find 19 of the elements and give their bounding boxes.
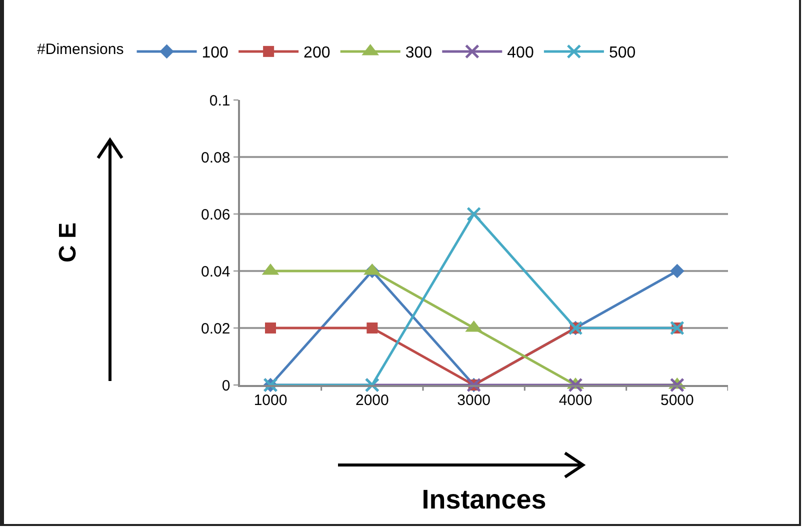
legend-label: 200 bbox=[304, 44, 330, 62]
legend-label: 300 bbox=[405, 44, 432, 62]
x-tick-label: 3000 bbox=[457, 392, 491, 409]
y-tick-label: 0.04 bbox=[201, 263, 230, 280]
x-axis-title: Instances bbox=[422, 484, 546, 515]
y-tick-label: 0.02 bbox=[201, 320, 230, 338]
legend-label: 100 bbox=[202, 44, 229, 62]
x-tick-label: 2000 bbox=[355, 392, 389, 409]
y-axis-title: C E bbox=[54, 222, 82, 263]
y-tick-label: 0 bbox=[222, 377, 230, 394]
x-tick-label: 4000 bbox=[558, 392, 592, 409]
legend-label: 500 bbox=[608, 44, 636, 62]
legend-label: 400 bbox=[507, 44, 534, 62]
y-tick-label: 0.06 bbox=[201, 206, 230, 224]
y-tick-label: 0.08 bbox=[201, 149, 230, 166]
x-tick-label: 1000 bbox=[254, 392, 288, 409]
x-tick-label: 5000 bbox=[660, 392, 694, 409]
y-tick-label: 0.1 bbox=[209, 92, 230, 110]
legend-title: #Dimensions bbox=[37, 41, 124, 58]
